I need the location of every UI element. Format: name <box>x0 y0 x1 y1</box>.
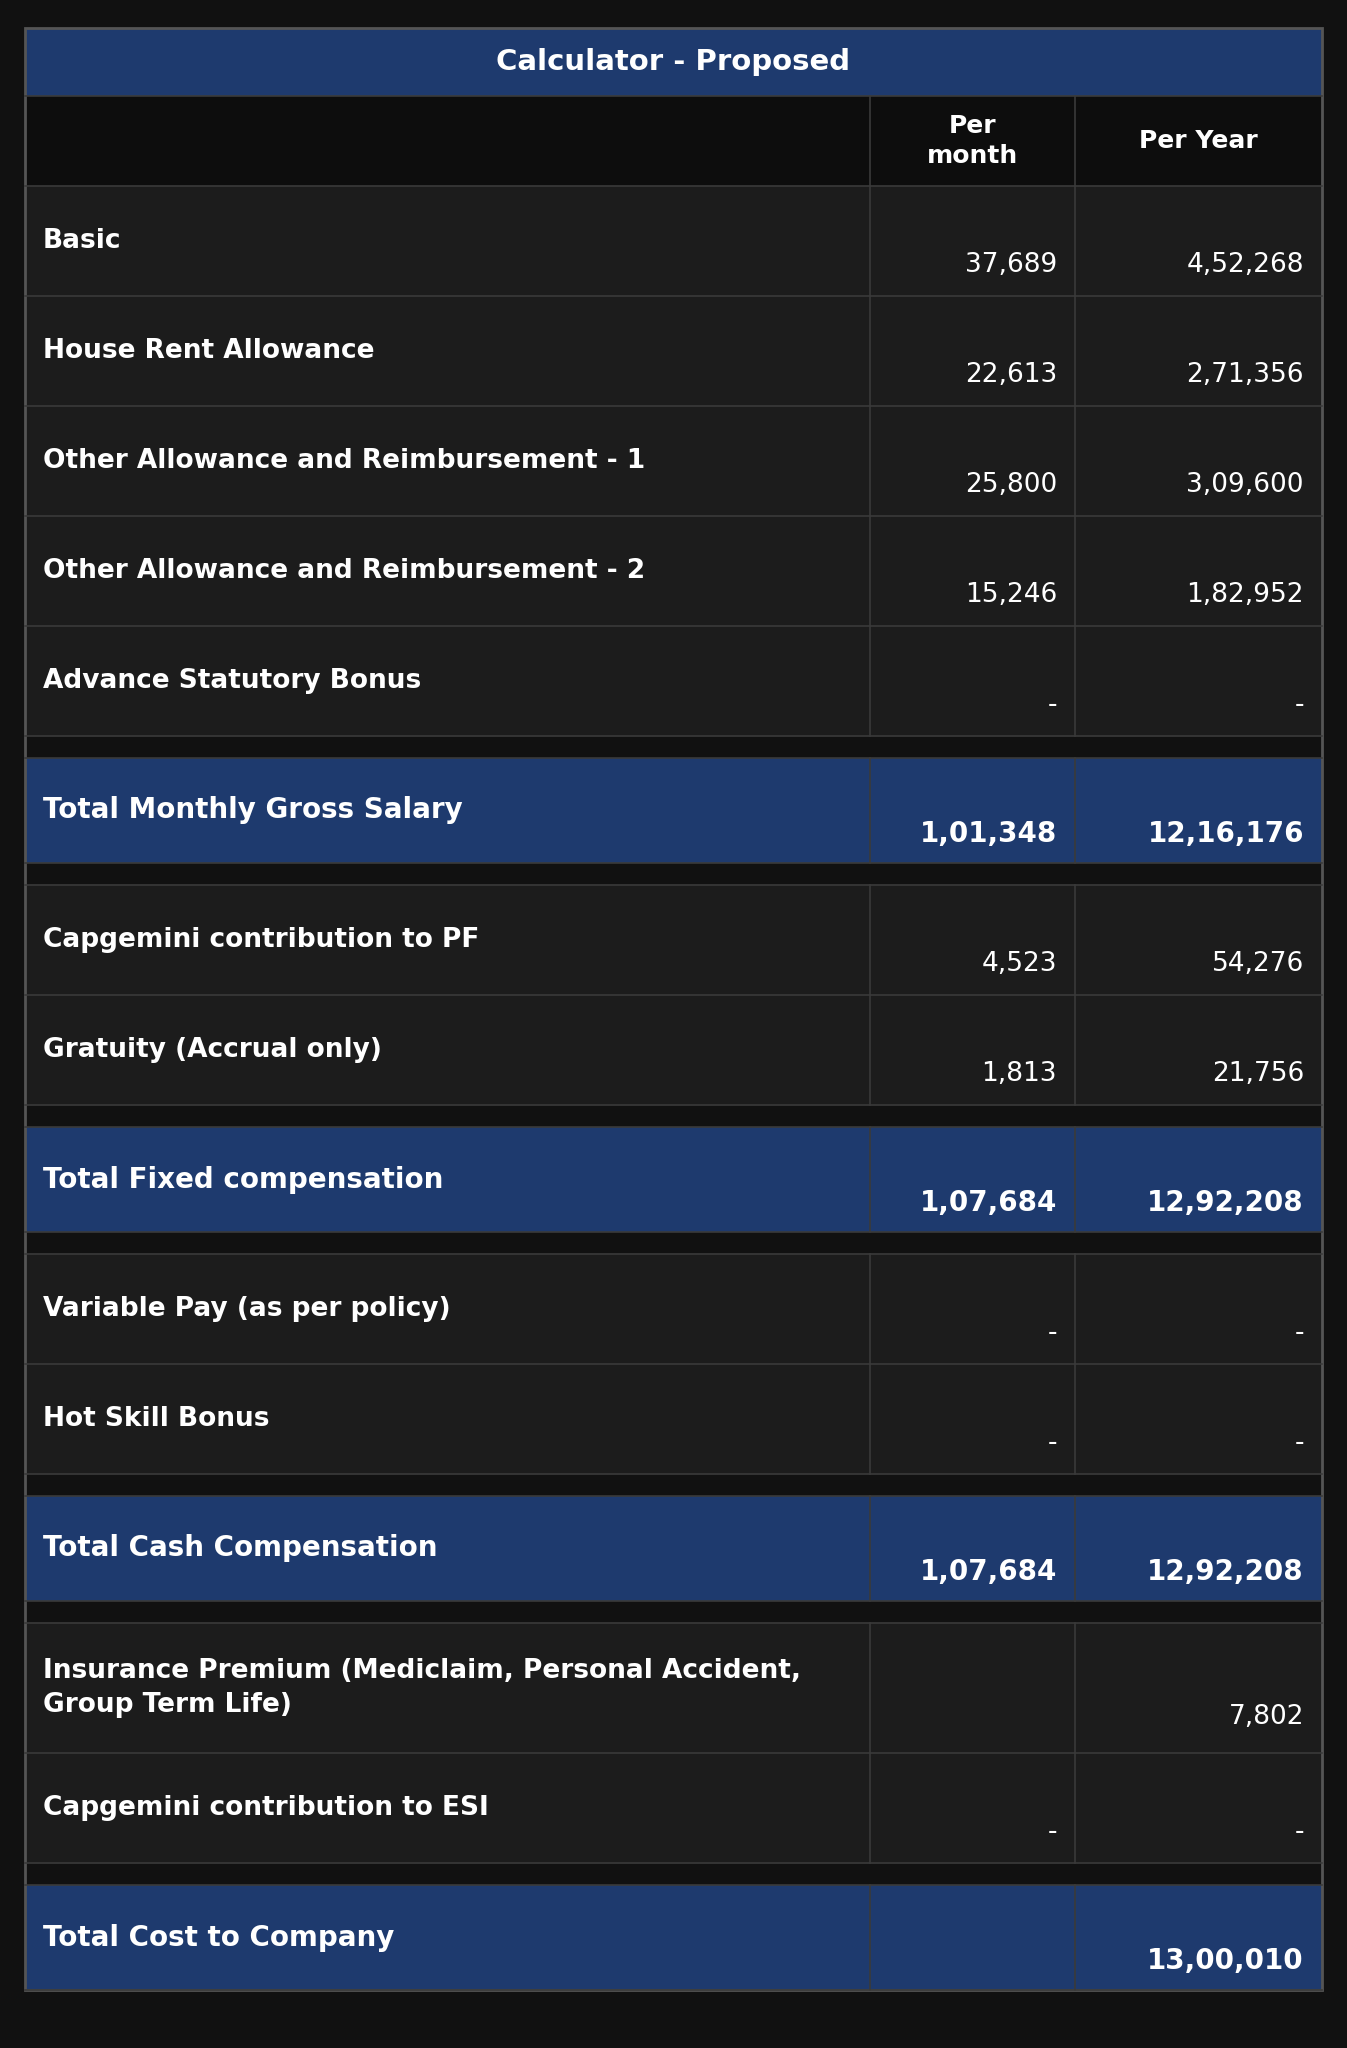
Text: Variable Pay (as per policy): Variable Pay (as per policy) <box>43 1296 451 1323</box>
Text: 12,92,208: 12,92,208 <box>1148 1188 1304 1217</box>
Bar <box>26 1233 1321 1253</box>
Bar <box>26 1364 1321 1475</box>
Text: 1,07,684: 1,07,684 <box>920 1188 1057 1217</box>
Bar <box>26 186 1321 297</box>
Bar <box>26 1864 1321 1884</box>
Text: 7,802: 7,802 <box>1228 1704 1304 1731</box>
Bar <box>26 1253 1321 1364</box>
Text: Advance Statutory Bonus: Advance Statutory Bonus <box>43 668 422 694</box>
Bar <box>26 885 1321 995</box>
Text: House Rent Allowance: House Rent Allowance <box>43 338 374 365</box>
Text: -: - <box>1048 1819 1057 1845</box>
Text: -: - <box>1294 692 1304 719</box>
Text: Per
month: Per month <box>927 115 1018 168</box>
Text: -: - <box>1294 1819 1304 1845</box>
Text: 54,276: 54,276 <box>1212 950 1304 977</box>
Text: 22,613: 22,613 <box>964 362 1057 389</box>
Text: Basic: Basic <box>43 227 121 254</box>
Bar <box>26 297 1321 406</box>
Text: Calculator - Proposed: Calculator - Proposed <box>497 47 850 76</box>
Text: 12,92,208: 12,92,208 <box>1148 1559 1304 1585</box>
Text: Gratuity (Accrual only): Gratuity (Accrual only) <box>43 1036 383 1063</box>
Bar <box>26 627 1321 735</box>
Text: 4,523: 4,523 <box>982 950 1057 977</box>
Text: 37,689: 37,689 <box>964 252 1057 279</box>
Text: -: - <box>1048 1430 1057 1456</box>
Text: Capgemini contribution to PF: Capgemini contribution to PF <box>43 928 480 952</box>
Text: Other Allowance and Reimbursement - 1: Other Allowance and Reimbursement - 1 <box>43 449 645 473</box>
Bar <box>26 1884 1321 1991</box>
Bar <box>26 1602 1321 1622</box>
Text: Total Cash Compensation: Total Cash Compensation <box>43 1534 438 1563</box>
Text: -: - <box>1294 1321 1304 1346</box>
Text: 13,00,010: 13,00,010 <box>1148 1946 1304 1974</box>
Text: 1,01,348: 1,01,348 <box>920 819 1057 848</box>
Bar <box>26 1495 1321 1602</box>
Text: 4,52,268: 4,52,268 <box>1187 252 1304 279</box>
Text: 12,16,176: 12,16,176 <box>1148 819 1304 848</box>
Bar <box>26 96 1321 186</box>
Text: Total Monthly Gross Salary: Total Monthly Gross Salary <box>43 797 463 825</box>
Bar <box>26 995 1321 1106</box>
Bar <box>26 1753 1321 1864</box>
Text: Insurance Premium (Mediclaim, Personal Accident,
Group Term Life): Insurance Premium (Mediclaim, Personal A… <box>43 1659 801 1718</box>
Text: 1,82,952: 1,82,952 <box>1187 582 1304 608</box>
Text: -: - <box>1048 692 1057 719</box>
Bar <box>26 1106 1321 1126</box>
Text: Per Year: Per Year <box>1140 129 1258 154</box>
Bar <box>26 1475 1321 1495</box>
Text: 25,800: 25,800 <box>964 473 1057 498</box>
Text: Other Allowance and Reimbursement - 2: Other Allowance and Reimbursement - 2 <box>43 557 645 584</box>
Bar <box>26 862 1321 885</box>
Text: -: - <box>1048 1321 1057 1346</box>
Text: 2,71,356: 2,71,356 <box>1187 362 1304 389</box>
Bar <box>26 406 1321 516</box>
Text: Capgemini contribution to ESI: Capgemini contribution to ESI <box>43 1794 489 1821</box>
Text: 15,246: 15,246 <box>964 582 1057 608</box>
Bar <box>26 29 1321 96</box>
Text: Total Cost to Company: Total Cost to Company <box>43 1923 395 1952</box>
Text: 21,756: 21,756 <box>1212 1061 1304 1087</box>
Text: Hot Skill Bonus: Hot Skill Bonus <box>43 1407 269 1432</box>
Text: 1,813: 1,813 <box>982 1061 1057 1087</box>
Text: -: - <box>1294 1430 1304 1456</box>
Bar <box>26 1126 1321 1233</box>
Text: Total Fixed compensation: Total Fixed compensation <box>43 1165 443 1194</box>
Bar <box>26 1622 1321 1753</box>
Text: 3,09,600: 3,09,600 <box>1187 473 1304 498</box>
Bar <box>26 735 1321 758</box>
Bar <box>26 516 1321 627</box>
Text: 1,07,684: 1,07,684 <box>920 1559 1057 1585</box>
Bar <box>26 758 1321 862</box>
